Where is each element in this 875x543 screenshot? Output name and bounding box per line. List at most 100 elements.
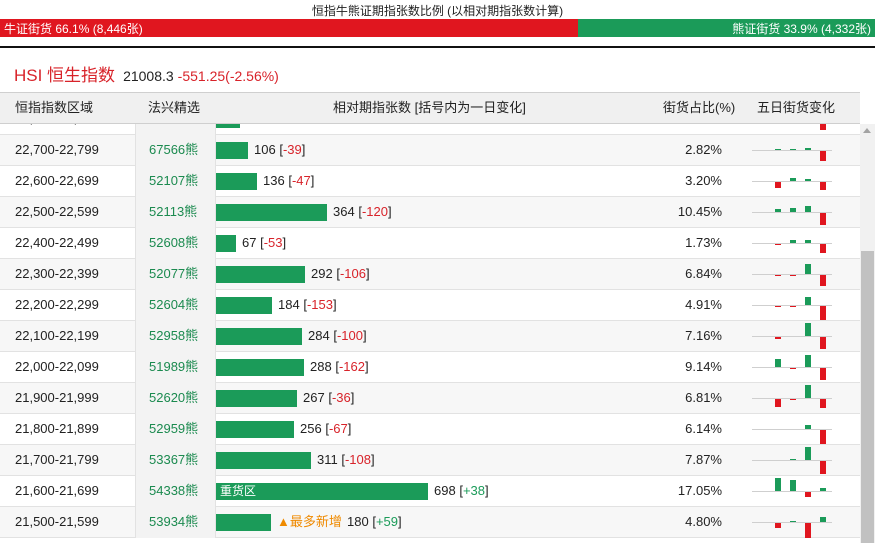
header-range: 恒指指数区域: [15, 100, 94, 115]
contracts-count: 288: [310, 359, 332, 374]
five-day-bar: [820, 151, 826, 161]
contracts-bar: [216, 452, 311, 469]
warrant-code-link[interactable]: 51989熊: [135, 352, 216, 383]
five-day-bar: [805, 425, 811, 429]
warrant-code-link[interactable]: 52608熊: [135, 228, 216, 259]
five-day-bar: [805, 385, 811, 398]
five-day-change-chart: [752, 297, 832, 320]
most-added-tag: ▲最多新增: [277, 514, 342, 529]
contracts-count: 364: [333, 204, 355, 219]
five-day-bar: [805, 492, 811, 497]
five-day-bar: [805, 179, 811, 181]
five-day-bar: [775, 399, 781, 407]
table-row[interactable]: 21,600-21,699 54338熊 重货区 698 [+38] 17.05%: [0, 476, 860, 507]
contracts-change: -39: [282, 142, 302, 157]
five-day-bar: [775, 337, 781, 339]
five-day-bar: [790, 208, 796, 212]
five-day-bar: [775, 523, 781, 528]
table-row[interactable]: 22,600-22,699 52107熊 136 [-47] 3.20%: [0, 166, 860, 197]
contracts-count: 180: [347, 514, 369, 529]
contracts-bar: [216, 390, 297, 407]
warrant-code-link[interactable]: 53367熊: [135, 445, 216, 476]
range-cell: 22,400-22,499: [15, 235, 99, 250]
header-five-day: 五日街货变化: [757, 100, 836, 115]
table-row[interactable]: 22,700-22,799 67566熊 106 [-39] 2.82%: [0, 135, 860, 166]
table-row[interactable]: 22,500-22,599 52113熊 364 [-120] 10.45%: [0, 197, 860, 228]
bull-bear-ratio-bar: 牛证街货 66.1% (8,446张) 熊证街货 33.9% (4,332张): [0, 19, 875, 37]
contracts-change: -162: [338, 359, 365, 374]
five-day-bar: [820, 124, 826, 130]
warrant-code-link[interactable]: 52113熊: [135, 197, 216, 228]
warrant-code-link[interactable]: 52107熊: [135, 166, 216, 197]
five-day-bar: [805, 264, 811, 274]
share-pct: 9.14%: [685, 359, 722, 374]
ratio-title: 恒指牛熊证期指张数比例 (以相对期指张数计算): [311, 4, 564, 18]
contracts-value: 67 [-53]: [242, 235, 287, 250]
five-day-change-chart: [752, 148, 832, 161]
five-day-bar: [805, 240, 811, 243]
table-row[interactable]: 22,200-22,299 52604熊 184 [-153] 4.91%: [0, 290, 860, 321]
share-pct: 1.73%: [685, 235, 722, 250]
divider: [0, 46, 875, 48]
index-name: HSI 恒生指数: [14, 66, 116, 85]
contracts-change: -108: [344, 452, 371, 467]
contracts-bar: [216, 173, 257, 190]
contracts-change: -67: [328, 421, 348, 436]
range-cell: 22,200-22,299: [15, 297, 99, 312]
contracts-count: 267: [303, 390, 325, 405]
warrant-code-link[interactable]: 52620熊: [135, 383, 216, 414]
contracts-bar: 重货区: [216, 483, 428, 500]
range-cell: 22,600-22,699: [15, 173, 99, 188]
range-cell: 21,800-21,899: [15, 421, 99, 436]
table-row[interactable]: 22,000-22,099 51989熊 288 [-162] 9.14%: [0, 352, 860, 383]
range-cell: 22,800-22,899: [15, 124, 99, 134]
table-row[interactable]: 22,300-22,399 52077熊 292 [-106] 6.84%: [0, 259, 860, 290]
five-day-change-chart: [752, 425, 832, 444]
contracts-value: 180 [+59]: [347, 514, 402, 529]
bear-ratio-segment: 熊证街货 33.9% (4,332张): [578, 19, 875, 37]
five-day-bar: [790, 240, 796, 243]
five-day-bar: [805, 523, 811, 538]
contracts-value: 184 [-153]: [278, 297, 337, 312]
table-row[interactable]: 21,900-21,999 52620熊 267 [-36] 6.81%: [0, 383, 860, 414]
warrant-code-link[interactable]: 67566熊: [135, 135, 216, 166]
five-day-bar: [805, 355, 811, 367]
table-row[interactable]: 21,700-21,799 53367熊 311 [-108] 7.87%: [0, 445, 860, 476]
contracts-bar: [216, 124, 240, 128]
five-day-change-chart: [752, 517, 832, 538]
warrant-code-link[interactable]: [135, 124, 216, 135]
contracts-change: -106: [339, 266, 366, 281]
table-row[interactable]: 22,100-22,199 52958熊 284 [-100] 7.16%: [0, 321, 860, 352]
scrollbar-thumb[interactable]: [861, 251, 874, 543]
five-day-bar: [820, 517, 826, 522]
table-row[interactable]: 21,500-21,599 53934熊 ▲最多新增 180 [+59] 4.80%: [0, 507, 860, 538]
table-row[interactable]: 21,800-21,899 52959熊 256 [-67] 6.14%: [0, 414, 860, 445]
share-pct: 2.82%: [685, 142, 722, 157]
five-day-change-chart: [752, 323, 832, 349]
contracts-count: 284: [308, 328, 330, 343]
contracts-bar: [216, 421, 294, 438]
header-contracts: 相对期指张数 [括号内为一日变化]: [333, 100, 526, 115]
warrant-code-link[interactable]: 54338熊: [135, 476, 216, 507]
contracts-count: 106: [254, 142, 276, 157]
warrant-code-link[interactable]: 52959熊: [135, 414, 216, 445]
contracts-count: 67: [242, 235, 257, 250]
warrant-code-link[interactable]: 53934熊: [135, 507, 216, 538]
share-pct: 7.16%: [685, 328, 722, 343]
warrant-code-link[interactable]: 52077熊: [135, 259, 216, 290]
contracts-count: 311: [317, 452, 338, 467]
scrollbar[interactable]: [860, 124, 875, 543]
contracts-bar: [216, 235, 236, 252]
contracts-change: -100: [336, 328, 363, 343]
table-row[interactable]: 22,800-22,899: [0, 124, 860, 135]
five-day-bar: [805, 447, 811, 460]
table-row[interactable]: 22,400-22,499 52608熊 67 [-53] 1.73%: [0, 228, 860, 259]
five-day-bar: [775, 306, 781, 307]
header-code: 法兴精选: [148, 100, 201, 115]
contracts-bar: [216, 328, 302, 345]
five-day-bar: [775, 149, 781, 150]
five-day-bar: [790, 306, 796, 307]
warrant-code-link[interactable]: 52604熊: [135, 290, 216, 321]
scroll-up-arrow-icon[interactable]: [863, 128, 871, 133]
warrant-code-link[interactable]: 52958熊: [135, 321, 216, 352]
